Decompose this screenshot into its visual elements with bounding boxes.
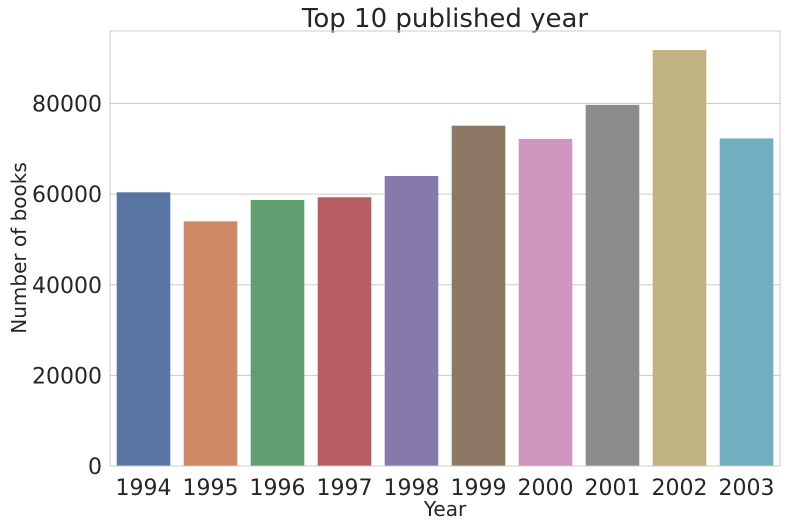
x-tick-label: 1995 [183,476,239,501]
bar-1994 [116,192,171,466]
y-axis-label: Number of books [7,162,31,334]
x-tick-label: 2002 [652,476,708,501]
bar-1995 [183,221,238,466]
x-tick-label: 2003 [719,476,775,501]
x-axis-label: Year [423,497,467,521]
x-tick-label: 2001 [585,476,641,501]
x-tick-labels: 1994 1995 1996 1997 1998 1999 2000 2001 2002 2003 [116,476,775,501]
y-tick-label: 60000 [32,183,102,208]
y-tick-label: 80000 [32,93,102,118]
x-tick-label: 1998 [384,476,440,501]
bar-1997 [317,197,372,466]
bar-1998 [384,176,439,466]
y-tick-labels: 0 20000 40000 60000 80000 [32,93,102,481]
bar-2000 [518,138,573,466]
x-tick-label: 2000 [518,476,574,501]
bars [116,50,774,466]
y-tick-label: 20000 [32,364,102,389]
x-tick-label: 1999 [451,476,507,501]
bar-2002 [652,50,707,466]
bar-1999 [451,125,506,466]
x-tick-label: 1994 [116,476,172,501]
chart-title: Top 10 published year [301,4,589,34]
y-tick-label: 40000 [32,274,102,299]
plot-frame [109,30,781,467]
y-tick-label: 0 [88,455,102,480]
bar-1996 [250,200,305,466]
x-tick-label: 1997 [317,476,373,501]
bar-2001 [585,104,640,466]
bar-2003 [719,138,774,466]
x-tick-label: 1996 [250,476,306,501]
